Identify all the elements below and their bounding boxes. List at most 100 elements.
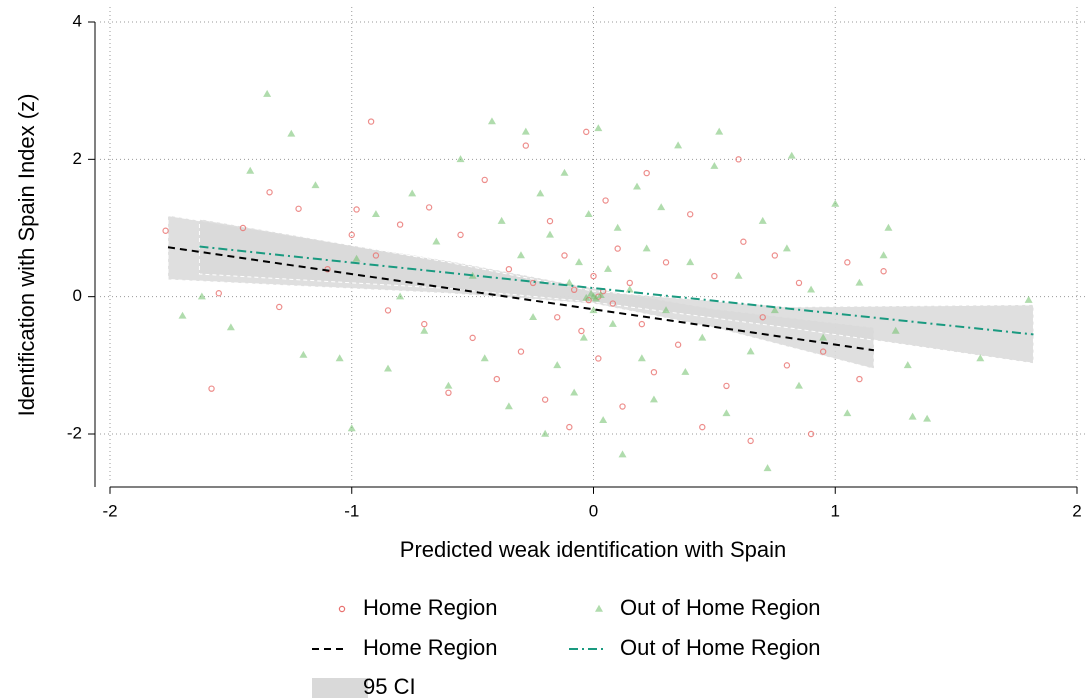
point xyxy=(560,168,569,176)
point xyxy=(715,127,724,135)
point xyxy=(699,423,706,431)
point xyxy=(723,382,730,390)
point xyxy=(208,385,215,392)
point xyxy=(698,333,707,341)
point xyxy=(497,216,506,224)
point xyxy=(582,293,591,301)
point xyxy=(545,230,554,238)
point xyxy=(807,430,815,438)
point xyxy=(384,307,392,314)
point xyxy=(686,258,695,266)
point xyxy=(1024,295,1033,303)
point xyxy=(546,217,554,225)
point xyxy=(674,141,683,149)
point xyxy=(619,403,626,410)
point xyxy=(553,361,562,369)
point xyxy=(884,223,893,231)
point xyxy=(794,381,803,389)
point xyxy=(625,285,634,293)
point xyxy=(226,323,235,331)
point xyxy=(529,279,537,287)
point xyxy=(614,245,621,252)
point xyxy=(287,129,296,137)
point xyxy=(740,238,747,245)
x-tick-label: -2 xyxy=(102,501,117,520)
point xyxy=(480,354,489,362)
point xyxy=(371,210,380,217)
point xyxy=(855,278,864,286)
point xyxy=(674,341,682,348)
point xyxy=(590,272,597,280)
point xyxy=(807,285,816,293)
point xyxy=(599,416,608,423)
point xyxy=(783,362,791,369)
point xyxy=(299,350,308,358)
point xyxy=(396,292,405,300)
point xyxy=(657,203,666,211)
point xyxy=(335,354,344,362)
x-tick-label: 1 xyxy=(831,501,840,520)
legend-label: Out of Home Region xyxy=(620,595,821,620)
point xyxy=(295,205,302,212)
point xyxy=(903,361,912,369)
point xyxy=(771,252,779,259)
point xyxy=(162,227,169,234)
point xyxy=(976,354,985,362)
point xyxy=(923,414,932,422)
point xyxy=(633,182,642,190)
point xyxy=(787,151,796,159)
point xyxy=(662,306,671,314)
point xyxy=(408,189,417,197)
point xyxy=(561,252,568,259)
point xyxy=(602,197,609,204)
point xyxy=(384,364,393,372)
point xyxy=(843,409,852,417)
point xyxy=(505,266,513,273)
point xyxy=(541,429,550,437)
fit-line xyxy=(167,246,875,352)
y-tick-label: -2 xyxy=(67,423,82,442)
point xyxy=(642,244,651,252)
point xyxy=(178,311,187,319)
point xyxy=(608,319,617,327)
point xyxy=(594,124,603,132)
point xyxy=(197,292,206,300)
point xyxy=(276,303,283,311)
point xyxy=(591,294,600,302)
point xyxy=(444,381,453,389)
point xyxy=(421,320,428,328)
point xyxy=(734,271,743,279)
point xyxy=(456,155,465,163)
point xyxy=(662,259,670,266)
point xyxy=(481,176,488,184)
point xyxy=(493,375,500,383)
legend-marker xyxy=(595,604,603,612)
point xyxy=(746,347,755,355)
point xyxy=(311,181,320,189)
point xyxy=(570,286,578,293)
point xyxy=(844,259,851,266)
point xyxy=(554,314,561,321)
point xyxy=(637,354,646,362)
point xyxy=(618,450,627,458)
point xyxy=(908,412,917,420)
point xyxy=(521,127,530,135)
point xyxy=(266,189,273,196)
point xyxy=(880,268,887,275)
point xyxy=(710,162,719,169)
point xyxy=(445,389,452,396)
point xyxy=(584,210,593,217)
point xyxy=(487,117,496,125)
point xyxy=(587,289,596,297)
point xyxy=(215,290,222,297)
point xyxy=(566,423,573,431)
x-tick-label: 0 xyxy=(589,501,598,520)
point xyxy=(782,244,791,252)
point xyxy=(504,402,513,410)
point xyxy=(819,348,827,355)
point xyxy=(246,166,255,174)
legend-label: Home Region xyxy=(363,635,498,660)
point xyxy=(263,89,272,97)
point xyxy=(457,231,464,239)
